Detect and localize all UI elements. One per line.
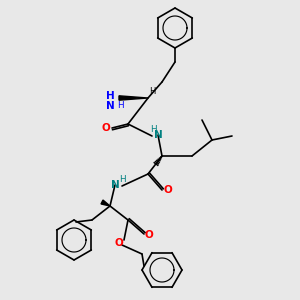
Text: O: O <box>164 185 172 195</box>
Text: O: O <box>102 123 110 133</box>
Text: N: N <box>106 101 114 111</box>
Text: O: O <box>145 230 153 240</box>
Text: N: N <box>111 180 119 190</box>
Text: H: H <box>119 175 125 184</box>
Polygon shape <box>101 200 110 206</box>
Text: H: H <box>117 101 123 110</box>
Text: N: N <box>154 130 162 140</box>
Polygon shape <box>119 96 148 100</box>
Text: H: H <box>149 86 155 95</box>
Text: H: H <box>150 125 156 134</box>
Text: H: H <box>106 91 114 101</box>
Text: O: O <box>115 238 123 248</box>
